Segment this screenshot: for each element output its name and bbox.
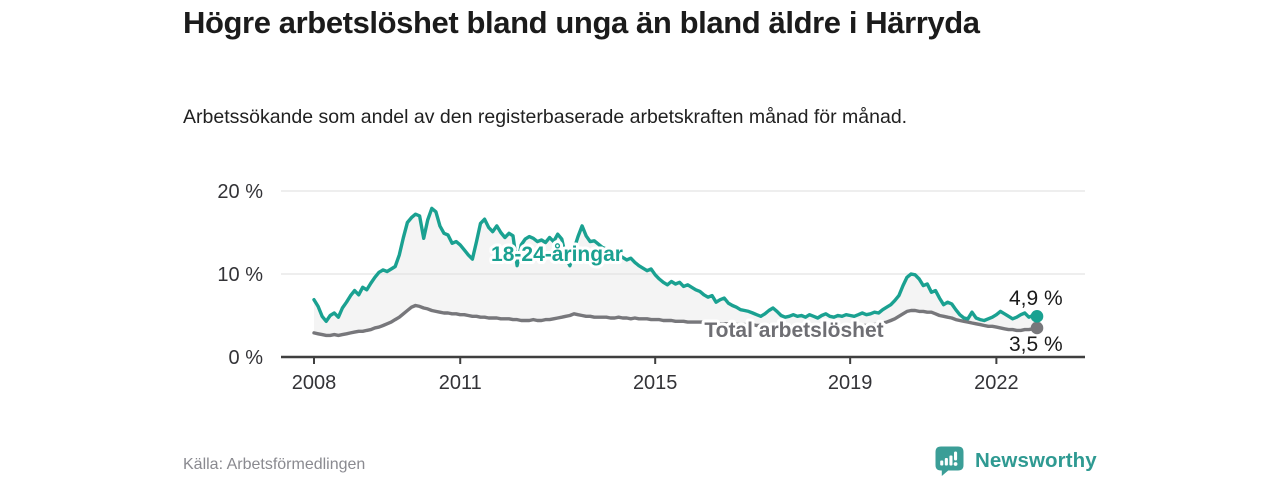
y-tick-label: 10 % [217, 264, 263, 286]
x-tick-label: 2015 [633, 372, 678, 394]
x-axis: 2008 2011 2015 2019 2022 [281, 355, 1085, 394]
chart-subtitle: Arbetssökande som andel av den registerb… [183, 106, 908, 128]
grid-layer: 0 % 10 % 20 % [217, 181, 1085, 369]
brand-name: Newsworthy [975, 448, 1097, 472]
x-tick-label: 2011 [439, 372, 482, 394]
newsworthy-logo[interactable]: Newsworthy [933, 444, 1097, 477]
series-label-youth: 18-24-åringar [491, 243, 623, 266]
series-label-total: Total arbetslöshet [704, 319, 883, 342]
x-tick-label: 2022 [974, 372, 1019, 394]
end-dot-total [1030, 321, 1044, 335]
x-tick-label: 2019 [828, 372, 873, 394]
end-dot-youth [1030, 310, 1044, 323]
x-tick-label: 2008 [292, 372, 337, 394]
end-label-youth: 4,9 % [1009, 287, 1063, 310]
newsworthy-icon [935, 446, 964, 476]
source-note: Källa: Arbetsförmedlingen [183, 456, 366, 473]
area-between-series [314, 208, 1037, 336]
series-layer [312, 206, 1044, 338]
line-18-24-aringar [312, 206, 1039, 323]
end-label-total: 3,5 % [1009, 333, 1063, 356]
line-total-arbetsloshet [312, 303, 1039, 338]
y-tick-label: 20 % [217, 181, 263, 203]
fill-between-area [314, 208, 1037, 336]
y-tick-label: 0 % [229, 347, 264, 369]
page-title: Högre arbetslöshet bland unga än bland ä… [183, 5, 980, 40]
